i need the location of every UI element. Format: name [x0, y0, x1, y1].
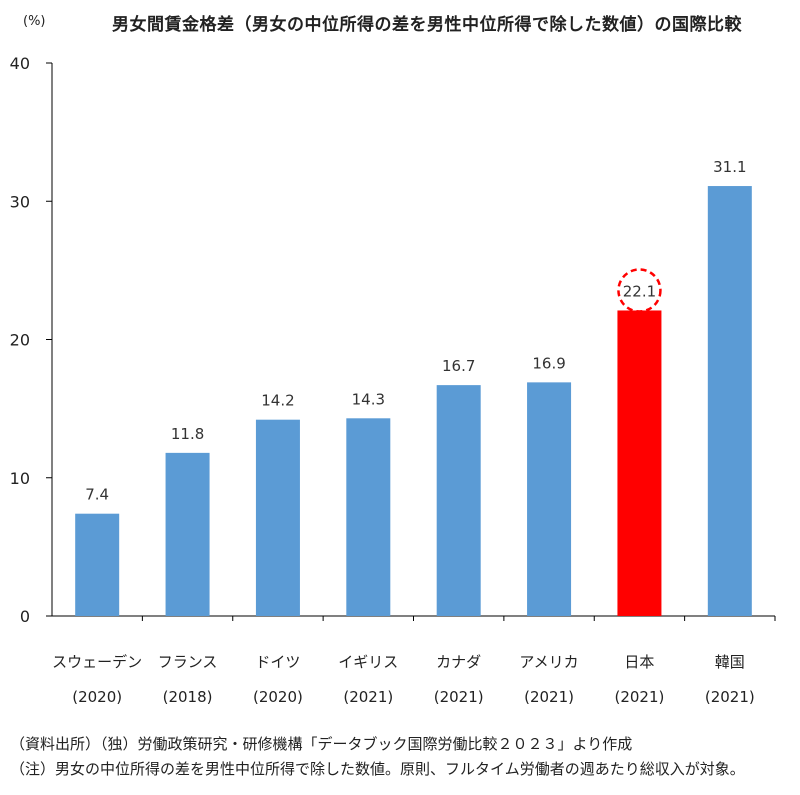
highlight-circle: [617, 268, 662, 313]
data-label: 14.3: [352, 390, 385, 408]
bar: [255, 419, 300, 616]
category-label: フランス: [158, 653, 218, 671]
footnote: （注）男女の中位所得の差を男性中位所得で除した数値。原則、フルタイム労働者の週あ…: [10, 760, 745, 778]
category-label: アメリカ: [519, 653, 578, 671]
category-label: ドイツ: [255, 653, 300, 671]
category-year-label: (2020): [253, 688, 303, 706]
bar: [707, 186, 752, 617]
category-label: 韓国: [715, 653, 745, 671]
bar: [436, 385, 481, 616]
data-label: 16.9: [532, 354, 565, 372]
y-tick-label: 0: [20, 607, 30, 626]
category-label: カナダ: [436, 653, 481, 671]
bar: [75, 513, 120, 616]
bar: [527, 382, 572, 616]
bar: [165, 452, 210, 616]
y-tick-label: 40: [10, 54, 30, 73]
bar-chart: 0 10 20 30 40 7.4 スウェーデン (2020) 11.8 フランス (2018) 14…: [10, 54, 776, 706]
chart-title: 男女間賃金格差（男女の中位所得の差を男性中位所得で除した数値）の国際比較: [112, 15, 742, 35]
category-year-label: (2021): [343, 688, 393, 706]
data-label: 7.4: [85, 486, 109, 504]
data-label: 11.8: [171, 425, 204, 443]
data-label: 14.2: [261, 392, 294, 410]
y-axis-unit: (%): [23, 14, 46, 29]
category-label: 日本: [624, 653, 654, 671]
category-label: イギリス: [338, 653, 398, 671]
data-label: 22.1: [623, 282, 656, 300]
category-year-label: (2021): [434, 688, 484, 706]
data-label: 31.1: [713, 158, 746, 176]
y-tick-label: 20: [10, 331, 30, 350]
bar: [617, 310, 662, 616]
notes: （資料出所）（独）労働政策研究・研修機構「データブック国際労働比較２０２３」より…: [10, 732, 745, 782]
category-year-label: (2020): [72, 688, 122, 706]
source-note: （資料出所）（独）労働政策研究・研修機構「データブック国際労働比較２０２３」より…: [10, 735, 633, 753]
category-year-label: (2021): [614, 688, 664, 706]
category-year-label: (2021): [705, 688, 755, 706]
category-label: スウェーデン: [52, 653, 142, 671]
bar: [346, 418, 391, 616]
y-tick-label: 30: [10, 192, 30, 211]
category-year-label: (2018): [163, 688, 213, 706]
data-label: 16.7: [442, 357, 475, 375]
y-tick-label: 10: [10, 469, 30, 488]
category-year-label: (2021): [524, 688, 574, 706]
